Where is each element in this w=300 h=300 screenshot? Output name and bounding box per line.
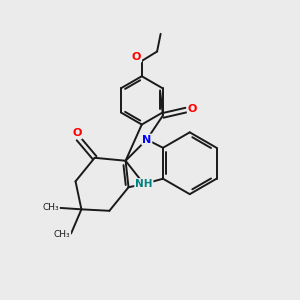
Text: NH: NH bbox=[135, 179, 153, 189]
Text: CH₃: CH₃ bbox=[54, 230, 70, 238]
Text: O: O bbox=[188, 103, 197, 114]
Text: O: O bbox=[132, 52, 141, 61]
Text: N: N bbox=[142, 134, 152, 145]
Text: O: O bbox=[72, 128, 82, 138]
Text: CH₃: CH₃ bbox=[43, 203, 59, 212]
